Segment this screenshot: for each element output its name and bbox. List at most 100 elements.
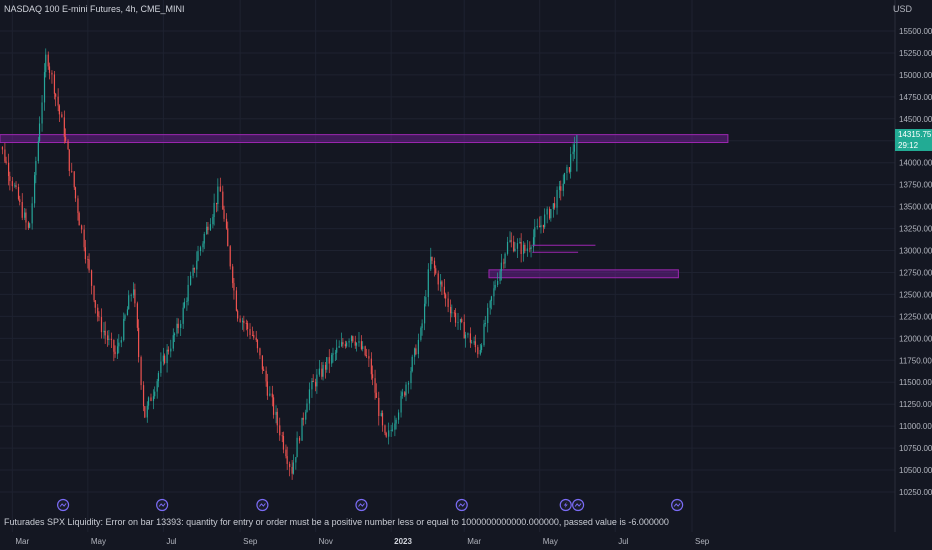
candle: [390, 424, 392, 437]
candle: [14, 182, 16, 188]
candle: [423, 296, 426, 331]
candle: [394, 415, 396, 437]
candle: [355, 342, 358, 352]
candle: [296, 431, 298, 458]
candle: [566, 164, 568, 181]
candle: [352, 335, 354, 344]
candle: [415, 344, 417, 356]
candle: [17, 183, 20, 201]
candle: [173, 332, 176, 343]
candle: [64, 128, 67, 143]
candle: [232, 263, 234, 288]
candle: [203, 231, 205, 250]
candle: [180, 320, 182, 337]
price-tick-label: 15250.00: [899, 49, 932, 58]
candle: [110, 332, 112, 348]
chart-title: NASDAQ 100 E-mini Futures, 4h, CME_MINI: [4, 4, 185, 14]
candle: [544, 208, 546, 230]
candle: [192, 264, 194, 279]
candle: [266, 373, 268, 400]
candle: [212, 214, 214, 229]
candle: [453, 310, 455, 318]
candle: [282, 431, 285, 454]
candle: [553, 196, 556, 210]
candle: [437, 270, 439, 291]
candle: [289, 461, 291, 477]
economic-event-icon[interactable]: [56, 498, 70, 512]
time-tick-label: Mar: [467, 537, 481, 546]
economic-event-icon[interactable]: [671, 498, 684, 512]
candle: [420, 326, 422, 342]
candle: [417, 333, 419, 359]
candle: [440, 274, 442, 292]
candle: [87, 255, 89, 269]
price-tick-label: 12000.00: [899, 334, 932, 343]
candle: [157, 370, 160, 388]
economic-event-icon[interactable]: [572, 498, 585, 512]
candle: [459, 318, 462, 331]
candle: [568, 166, 571, 174]
candle: [336, 339, 338, 360]
candle: [4, 142, 6, 163]
candle: [388, 422, 390, 445]
candle: [489, 299, 491, 315]
candle: [331, 352, 333, 367]
candle: [328, 349, 330, 374]
candle: [136, 301, 138, 332]
candle: [269, 386, 271, 397]
candle: [249, 323, 251, 340]
price-tick-label: 11250.00: [899, 400, 932, 409]
candle: [164, 353, 166, 365]
economic-event-icon[interactable]: [355, 498, 368, 512]
event-markers[interactable]: [56, 498, 684, 512]
candle: [207, 222, 209, 235]
candle: [130, 293, 132, 302]
candle: [487, 303, 489, 333]
candle: [562, 174, 564, 197]
candle: [371, 365, 374, 386]
candle: [275, 405, 277, 424]
candle: [449, 299, 452, 323]
candle: [202, 241, 204, 253]
candle: [209, 218, 212, 232]
candle: [41, 95, 43, 132]
candle: [272, 394, 275, 419]
candle: [25, 208, 27, 230]
time-tick-label: Sep: [695, 537, 710, 546]
candle: [451, 304, 453, 318]
candle: [147, 396, 150, 410]
candle: [94, 300, 96, 314]
candle: [433, 257, 436, 277]
candle: [162, 347, 164, 366]
candle: [480, 343, 483, 353]
price-tick-label: 11500.00: [899, 378, 932, 387]
candle: [354, 335, 356, 349]
candle: [21, 193, 23, 221]
candle: [120, 336, 122, 348]
candle: [27, 221, 30, 230]
economic-event-icon[interactable]: [455, 498, 468, 512]
candle: [235, 287, 238, 312]
candle: [8, 153, 10, 186]
candle: [504, 252, 506, 269]
earnings-icon[interactable]: [559, 498, 572, 512]
candle: [318, 360, 320, 377]
candle: [176, 317, 178, 337]
candle: [348, 338, 350, 348]
candle: [225, 213, 228, 230]
price-tick-label: 12500.00: [899, 290, 932, 299]
currency-label: USD: [892, 4, 912, 14]
candle: [229, 245, 231, 270]
economic-event-icon[interactable]: [256, 498, 269, 512]
candle: [291, 460, 293, 480]
candle: [316, 368, 318, 394]
economic-event-icon[interactable]: [156, 498, 169, 512]
candle: [256, 339, 259, 353]
candle: [279, 417, 281, 441]
time-axis[interactable]: Mar May Jul Sep Nov 2023 Mar May Jul Sep: [15, 537, 709, 546]
candle: [572, 143, 574, 162]
candle: [457, 312, 459, 330]
candle: [276, 408, 278, 433]
